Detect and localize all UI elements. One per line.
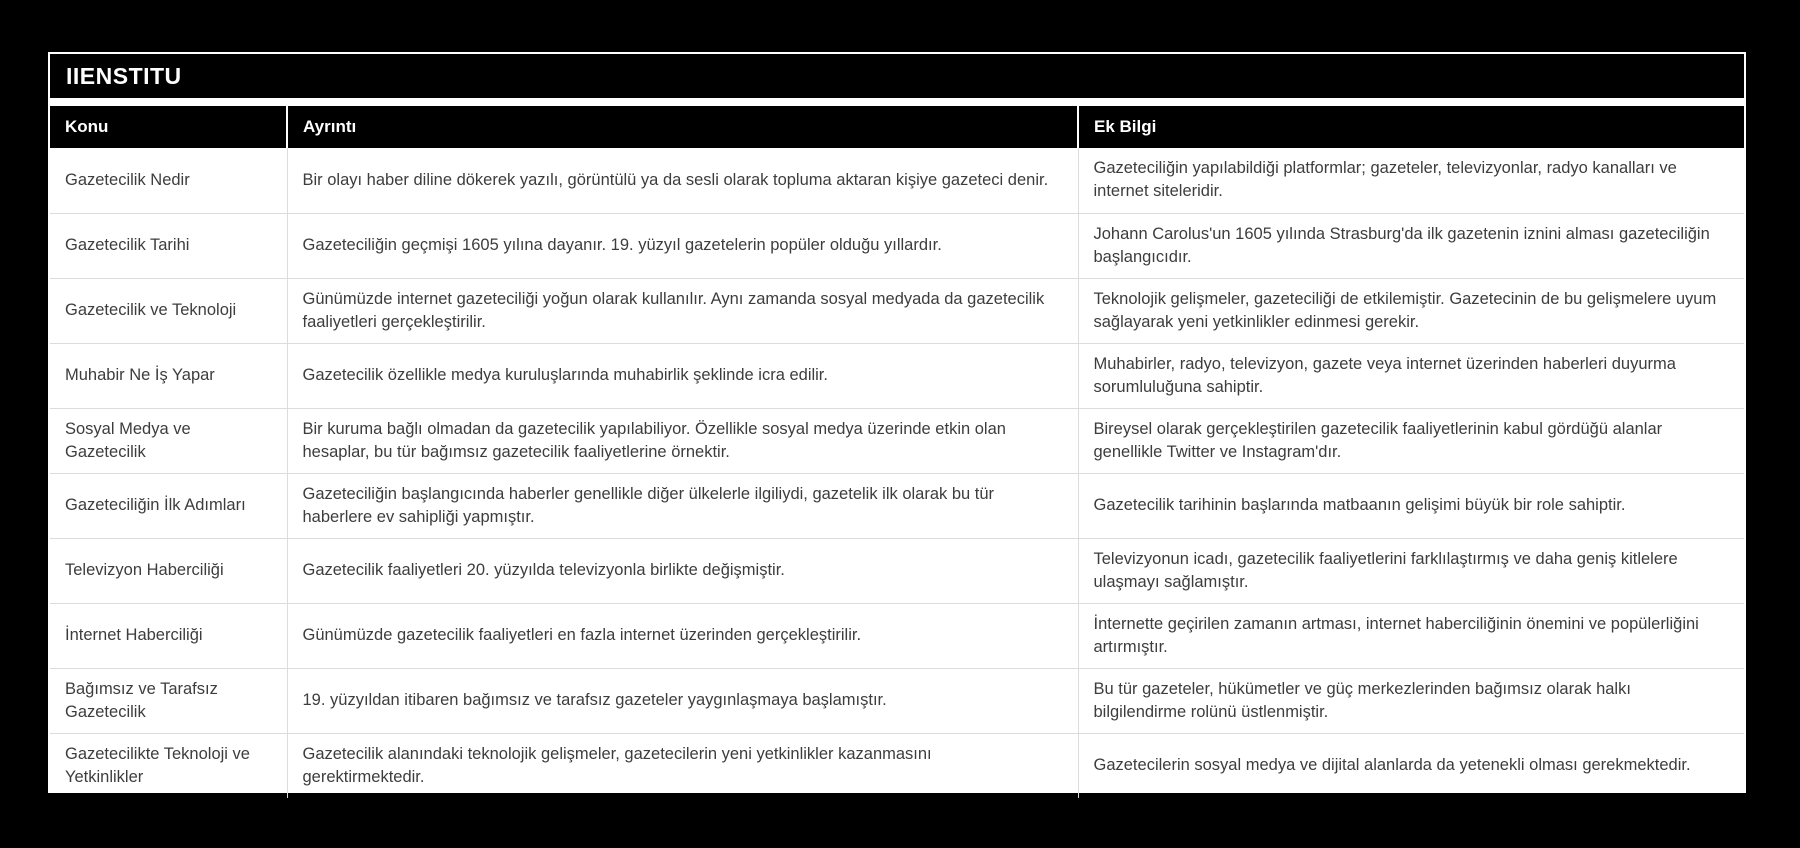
cell-ek_bilgi: Gazeteciliğin yapılabildiği platformlar;… — [1077, 148, 1744, 213]
cell-ayrinti: Günümüzde gazetecilik faaliyetleri en fa… — [286, 602, 1078, 668]
cell-ek_bilgi: Bireysel olarak gerçekleştirilen gazetec… — [1077, 407, 1744, 473]
cell-ek_bilgi: Teknolojik gelişmeler, gazeteciliği de e… — [1077, 277, 1744, 343]
cell-konu: Bağımsız ve Tarafsız Gazetecilik — [50, 667, 287, 733]
content-panel: IIENSTITU Konu Ayrıntı Ek Bilgi Gazetecili… — [48, 52, 1746, 798]
title-bar: IIENSTITU — [50, 54, 1744, 98]
topics-table: Konu Ayrıntı Ek Bilgi Gazetecilik Nedir Bir… — [50, 106, 1744, 798]
cell-ek_bilgi: Gazetecilerin sosyal medya ve dijital al… — [1077, 732, 1744, 798]
cell-konu: Gazetecilik Tarihi — [50, 212, 287, 278]
table-row: Bağımsız ve Tarafsız Gazetecilik 19. yüzy… — [50, 667, 1744, 733]
column-header-ek_bilgi: Ek Bilgi — [1077, 106, 1744, 148]
cell-ek_bilgi: Bu tür gazeteler, hükümetler ve güç merk… — [1077, 667, 1744, 733]
cell-konu: Muhabir Ne İş Yapar — [50, 342, 287, 408]
page-title: IIENSTITU — [66, 62, 182, 89]
cell-ayrinti: 19. yüzyıldan itibaren bağımsız ve taraf… — [286, 667, 1078, 733]
cell-ayrinti: Gazeteciliğin geçmişi 1605 yılına dayanı… — [286, 212, 1078, 278]
cell-ek_bilgi: Muhabirler, radyo, televizyon, gazete ve… — [1077, 342, 1744, 408]
cell-ayrinti: Bir olayı haber diline dökerek yazılı, g… — [286, 148, 1078, 213]
cell-ek_bilgi: Televizyonun icadı, gazetecilik faaliyet… — [1077, 537, 1744, 603]
cell-ayrinti: Gazetecilik alanındaki teknolojik gelişm… — [286, 732, 1078, 798]
cell-konu: Gazetecilikte Teknoloji ve Yetkinlikler — [50, 732, 287, 798]
table-row: Gazeteciliğin İlk Adımları Gazeteciliğin … — [50, 472, 1744, 538]
cell-ayrinti: Gazetecilik faaliyetleri 20. yüzyılda te… — [286, 537, 1078, 603]
table-row: Gazetecilikte Teknoloji ve Yetkinlikler G… — [50, 732, 1744, 798]
table-row: Gazetecilik ve Teknoloji Günümüzde intern… — [50, 277, 1744, 343]
cell-konu: İnternet Haberciliği — [50, 602, 287, 668]
cell-ayrinti: Bir kuruma bağlı olmadan da gazetecilik … — [286, 407, 1078, 473]
cell-konu: Gazetecilik Nedir — [65, 170, 190, 189]
table-row: Gazetecilik Tarihi Gazeteciliğin geçmişi … — [50, 212, 1744, 278]
cell-ayrinti: Günümüzde internet gazeteciliği yoğun ol… — [286, 277, 1078, 343]
table-row: Gazetecilik Nedir Bir olayı haber diline … — [50, 148, 1744, 213]
table-row: Sosyal Medya ve Gazetecilik Bir kuruma ba… — [50, 407, 1744, 473]
cell-konu: Gazetecilik ve Teknoloji — [50, 277, 287, 343]
table-body: Gazetecilik Nedir Bir olayı haber diline … — [50, 148, 1744, 798]
table-row: Televizyon Haberciliği Gazetecilik faaliy… — [50, 537, 1744, 603]
table-row: Muhabir Ne İş Yapar Gazetecilik özellikle… — [50, 342, 1744, 408]
table-header: Konu Ayrıntı Ek Bilgi — [50, 106, 1744, 148]
cell-ayrinti: Gazeteciliğin başlangıcında haberler gen… — [286, 472, 1078, 538]
cell-ayrinti: Gazetecilik özellikle medya kuruluşların… — [286, 342, 1078, 408]
column-header-konu: Konu — [50, 106, 287, 148]
column-header-ayrinti: Ayrıntı — [286, 106, 1078, 148]
table-header-row: Konu Ayrıntı Ek Bilgi — [50, 106, 1744, 148]
cell-ek_bilgi: Gazetecilik tarihinin başlarında matbaan… — [1077, 472, 1744, 538]
cell-ek_bilgi: İnternette geçirilen zamanın artması, in… — [1077, 602, 1744, 668]
cell-konu: Sosyal Medya ve Gazetecilik — [50, 407, 287, 473]
cell-konu: Televizyon Haberciliği — [50, 537, 287, 603]
cell-konu: Gazeteciliğin İlk Adımları — [50, 472, 287, 538]
table-row: İnternet Haberciliği Günümüzde gazetecili… — [50, 602, 1744, 668]
cell-ek_bilgi: Johann Carolus'un 1605 yılında Strasburg… — [1077, 212, 1744, 278]
